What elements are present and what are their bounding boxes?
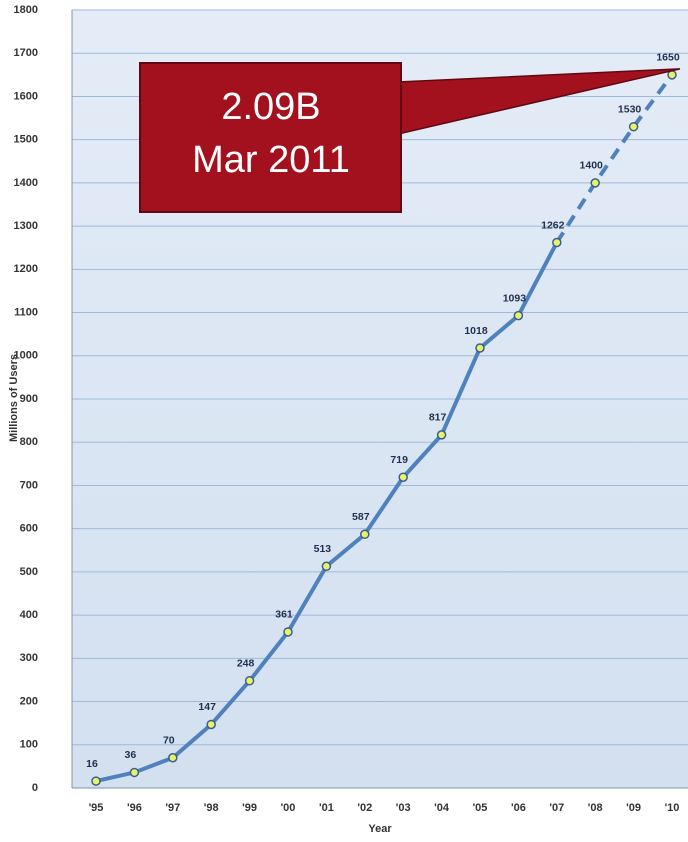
x-tick-label: '98: [204, 802, 219, 814]
line-dashed: [555, 73, 674, 244]
point: [552, 237, 562, 248]
y-tick-label: 1100: [14, 306, 38, 318]
x-tick-label: '03: [396, 802, 411, 814]
point: [91, 776, 101, 786]
x-tick-label: '95: [89, 802, 104, 814]
data-label: 587: [352, 511, 370, 523]
data-label: 1530: [618, 103, 642, 115]
y-tick-label: 1700: [14, 47, 38, 59]
x-axis-label: Year: [368, 823, 392, 835]
x-tick-label: '05: [473, 802, 488, 814]
x-tick-label: '06: [511, 802, 526, 814]
y-tick-label: 1600: [14, 90, 38, 102]
y-tick-label: 400: [20, 609, 38, 621]
data-label: 1650: [656, 52, 680, 64]
data-label: 1018: [464, 325, 488, 337]
point: [513, 310, 524, 321]
point: [244, 676, 255, 686]
y-tick-label: 0: [32, 782, 38, 794]
point: [168, 752, 178, 763]
x-tick-label: '97: [165, 802, 180, 814]
data-label: 817: [429, 412, 447, 424]
y-tick-label: 1000: [14, 350, 38, 362]
callout-text: Mar 2011: [192, 139, 350, 181]
x-tick-label: '09: [626, 802, 641, 814]
y-tick-label: 900: [20, 393, 38, 405]
marks: 16 36 70 147 248 361 513 587 719 817 1018 1093 1262 1…: [86, 52, 680, 786]
y-tick-label: 700: [20, 479, 38, 491]
data-label: 513: [314, 543, 332, 555]
point: [283, 627, 293, 637]
y-axis-label: Millions of Users: [8, 354, 20, 442]
x-tick-label: '96: [127, 802, 142, 814]
y-tick-label: 1500: [14, 134, 38, 146]
data-label: 1093: [503, 292, 527, 304]
data-label: 719: [390, 454, 408, 466]
data-label: 36: [125, 749, 137, 761]
point: [398, 472, 408, 482]
x-tick-label: '00: [281, 802, 296, 814]
point: [321, 561, 332, 572]
point: [590, 178, 600, 188]
data-label: 248: [237, 658, 255, 670]
point: [129, 767, 140, 778]
x-tick-label: '99: [242, 802, 257, 814]
callout-box: [139, 62, 402, 213]
y-tick-label: 300: [20, 652, 38, 664]
y-tick-label: 200: [20, 695, 38, 707]
y-tick-label: 500: [20, 566, 38, 578]
data-label: 16: [86, 758, 98, 770]
x-tick-label: '01: [319, 802, 334, 814]
x-tick-label: '10: [665, 802, 680, 814]
y-tick-label: 600: [20, 523, 38, 535]
x-tick-label: '08: [588, 802, 603, 814]
callout-text: 2.09B: [221, 86, 320, 128]
data-label: 1400: [580, 160, 604, 172]
point: [436, 430, 447, 440]
data-label: 147: [198, 701, 216, 713]
data-label: 1262: [541, 219, 565, 231]
x-tick-label: '04: [434, 802, 450, 814]
x-tick-label: '07: [549, 802, 564, 814]
y-tick-label: 100: [20, 739, 38, 751]
point: [475, 343, 485, 353]
y-tick-label: 1400: [14, 177, 38, 189]
annotation: 2.09B Mar 2011: [139, 62, 681, 213]
data-label: 361: [275, 609, 293, 621]
y-tick-label: 1200: [14, 263, 38, 275]
point: [628, 121, 639, 132]
y-tick-label: 800: [20, 436, 38, 448]
point: [206, 719, 216, 730]
y-tick-label: 1300: [14, 220, 38, 232]
data-label: 70: [163, 735, 175, 747]
y-tick-label: 1800: [14, 4, 38, 16]
x-tick-label: '02: [357, 802, 372, 814]
point: [360, 529, 370, 540]
